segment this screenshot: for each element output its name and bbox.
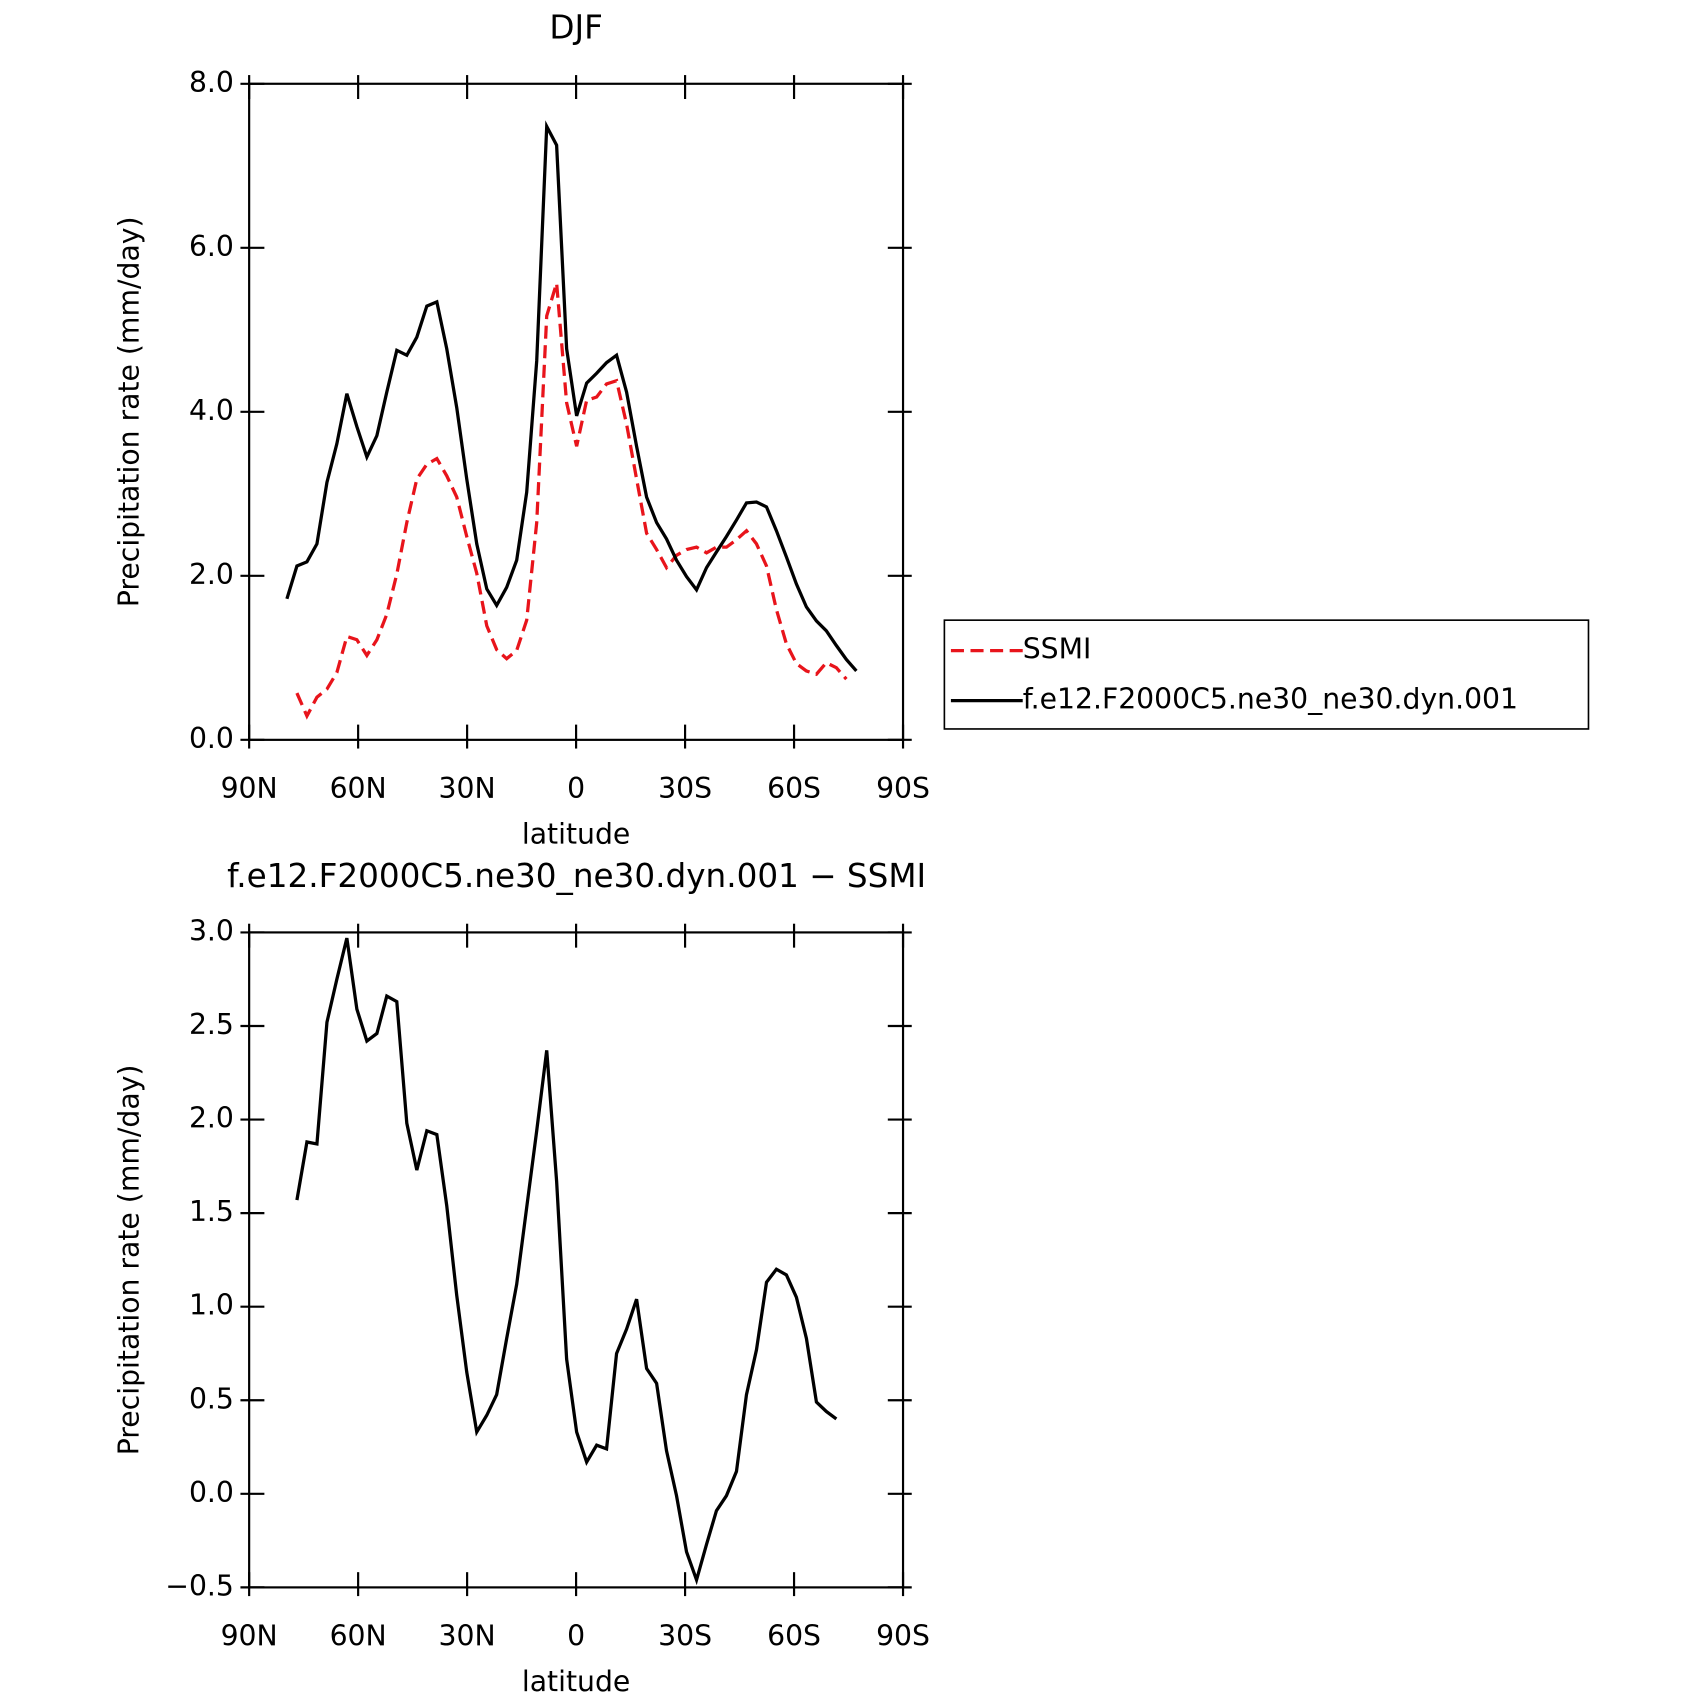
x-tick-label: 90N	[221, 772, 278, 805]
y-tick-label: −0.5	[165, 1569, 234, 1602]
y-tick-label: 0.5	[189, 1382, 234, 1415]
x-tick-label: 60N	[330, 772, 387, 805]
y-tick-label: 6.0	[189, 230, 234, 263]
y-tick-label: 4.0	[189, 394, 234, 427]
x-tick-label: 30S	[658, 772, 712, 805]
x-tick-label: 30N	[439, 772, 496, 805]
x-tick-label: 60S	[767, 772, 821, 805]
legend-box	[943, 619, 1590, 730]
x-tick-label: 90S	[876, 772, 930, 805]
data-line	[295, 937, 838, 1586]
x-tick-label: 30N	[439, 1619, 496, 1652]
x-tick-label: 0	[567, 1619, 585, 1652]
y-tick-label: 1.0	[189, 1289, 234, 1322]
y-tick-label: 0.0	[189, 1476, 234, 1509]
y-tick-label: 2.0	[189, 1102, 234, 1135]
plot-frame	[248, 931, 905, 1589]
legend-label: f.e12.F2000C5.ne30_ne30.dyn.001	[1023, 683, 1518, 716]
x-tick-label: 90S	[876, 1619, 930, 1652]
data-line	[295, 282, 848, 720]
legend-label: SSMI	[1023, 633, 1092, 666]
figure-body: DJF 90N 60N 30N 0 30S 60S 90S 0.0 2.0 4.0 6.0 8.0 lat…	[113, 8, 1590, 1698]
x-tick-label: 90N	[221, 1619, 278, 1652]
x-tick-label: 60N	[330, 1619, 387, 1652]
y-tick-label: 8.0	[189, 66, 234, 99]
y-tick-label: 1.5	[189, 1195, 234, 1228]
x-tick-label: 0	[567, 772, 585, 805]
y-axis-label: Precipitation rate (mm/day)	[113, 216, 146, 607]
y-tick-label: 2.0	[189, 558, 234, 591]
y-tick-label: 3.0	[189, 914, 234, 947]
y-tick-label: 2.5	[189, 1008, 234, 1041]
chart-title: DJF	[549, 8, 603, 46]
chart-title: f.e12.F2000C5.ne30_ne30.dyn.001 − SSMI	[227, 857, 926, 895]
y-tick-label: 0.0	[189, 722, 234, 755]
data-line	[285, 120, 858, 673]
x-axis-label: latitude	[522, 1665, 630, 1698]
x-tick-label: 60S	[767, 1619, 821, 1652]
x-axis-label: latitude	[522, 818, 630, 851]
y-axis-label: Precipitation rate (mm/day)	[113, 1065, 146, 1456]
x-tick-label: 30S	[658, 1619, 712, 1652]
